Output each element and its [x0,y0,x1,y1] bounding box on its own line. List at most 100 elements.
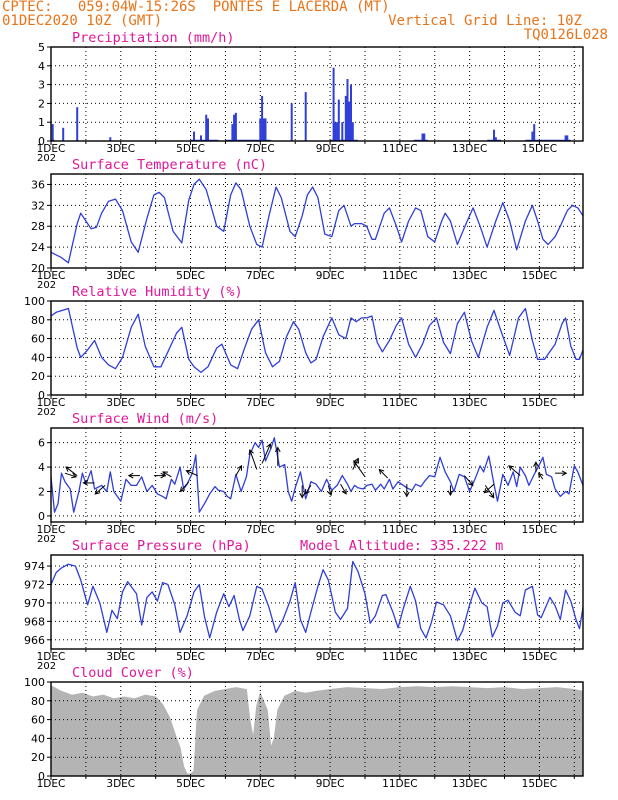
y-tick-label: 0 [38,510,45,523]
precip-bar [346,79,349,141]
x-tick-label: 1DEC [37,524,66,536]
y-tick-label: 2 [38,485,45,498]
y-tick-label: 100 [24,676,45,689]
panel-1: 0 1 2 3 4 5 1DEC 3DEC 5DEC 7DEC 9DEC 11DEC 13DEC 15DE… [37,30,584,164]
precip-bar [421,133,424,141]
precip-bar [259,118,262,141]
precip-bar [76,107,79,141]
plot-frame [50,681,584,777]
wind-arrow-head [327,490,333,497]
panel-5: 966 968 970 972 974 1DEC 3DEC 5DEC 7DEC 9DEC 11DEC… [24,538,584,672]
precip-bar [205,114,208,141]
precip-bar [234,112,237,141]
y-tick-label: 0 [38,770,45,783]
wind-arrow-shaft [484,485,495,498]
series-line [50,307,584,374]
precip-bar [200,135,202,141]
wind-arrow-shaft [538,472,544,480]
wind-arrow-head [533,461,539,467]
x-tick-label: 11DEC [382,143,417,155]
y-tick-label: 60 [31,333,45,346]
precip-bar [261,95,264,141]
wind-arrow-head [403,491,410,498]
y-tick-label: 972 [24,578,45,591]
plot-frame [50,173,584,269]
y-tick-label: 40 [31,351,45,364]
y-tick-label: 1 [38,116,45,129]
wind-arrow-head [266,442,272,449]
y-tick-label: 0 [38,389,45,402]
x-tick-label: 15DEC [522,651,557,663]
x-tick-label: 3DEC [106,524,135,536]
x-tick-label: 13DEC [452,270,487,282]
x-tick-label: 15DEC [522,524,557,536]
header-line3-right: TQ0126L028 [523,27,608,43]
precip-bar [341,122,344,141]
wind-arrow-head [65,466,71,472]
panel-4: 0 2 4 6 1DEC 3DEC 5DEC 7DEC 9DEC 11DEC 13DEC 15DEC 2… [37,411,584,545]
precip-bar [264,118,267,141]
x-axis-year-label: 202 [37,153,56,164]
x-tick-label: 9DEC [316,270,345,282]
x-tick-label: 5DEC [176,143,205,155]
precip-bar [494,137,497,141]
wind-arrow-head [488,492,495,499]
wind-arrow-head [248,449,254,455]
series-line [50,560,584,642]
precip-bar [348,101,351,141]
wind-arrow-head [179,486,186,493]
plot-frame [50,554,584,650]
plot-frame [50,46,584,142]
panel-2: 20 24 28 32 36 1DEC 3DEC 5DEC 7DEC 9DEC 11DEC 13DEC… [31,157,584,291]
cloud-cover-area [50,684,584,777]
x-tick-label: 7DEC [246,651,275,663]
precip-bar [531,131,534,141]
x-tick-label: 11DEC [382,397,417,409]
y-tick-label: 24 [31,241,45,254]
x-tick-label: 9DEC [316,143,345,155]
y-tick-label: 40 [31,732,45,745]
x-tick-label: 1DEC [37,270,66,282]
wind-arrow-shaft [327,485,332,496]
wind-arrow-shaft [235,465,242,476]
x-tick-label: 5DEC [176,397,205,409]
y-tick-label: 32 [31,199,45,212]
wind-arrow-shaft [249,449,258,470]
x-tick-label: 9DEC [316,778,345,790]
x-tick-label: 3DEC [106,778,135,790]
y-tick-label: 36 [31,178,45,191]
wind-arrow-head [274,446,281,453]
precip-bar [564,135,567,141]
x-tick-label: 5DEC [176,651,205,663]
panel-title: Surface Pressure (hPa) [72,538,251,554]
precip-bar [332,67,335,141]
model-altitude-label: Model Altitude: 335.222 m [300,538,503,554]
wind-arrow-shaft [464,475,474,486]
panel-title: Precipitation (mm/h) [72,30,235,46]
x-tick-label: 3DEC [106,143,135,155]
wind-arrow-head [467,480,474,487]
wind-arrow-head [299,492,306,499]
x-tick-label: 1DEC [37,651,66,663]
wind-arrow-head [82,480,89,486]
precip-bar [262,118,265,141]
wind-arrow-head [508,465,515,471]
wind-arrow-shaft [64,472,77,478]
y-tick-label: 6 [38,437,45,450]
wind-arrow-head [378,468,385,475]
y-tick-label: 968 [24,615,45,628]
wind-arrow-shaft [180,481,190,492]
wind-arrow-head [127,472,134,479]
wind-arrow-shaft [340,483,347,495]
x-tick-label: 13DEC [452,143,487,155]
x-tick-label: 5DEC [176,524,205,536]
wind-arrow-shaft [186,470,198,477]
x-tick-label: 7DEC [246,524,275,536]
plot-frame [50,300,584,396]
precip-bar [344,95,347,141]
y-tick-label: 60 [31,714,45,727]
precip-bar [533,124,536,141]
header-line1-left: CPTEC: 059:04W-15:26S PONTES E LACERDA (… [2,0,390,15]
x-tick-label: 1DEC [37,778,66,790]
x-tick-label: 13DEC [452,778,487,790]
